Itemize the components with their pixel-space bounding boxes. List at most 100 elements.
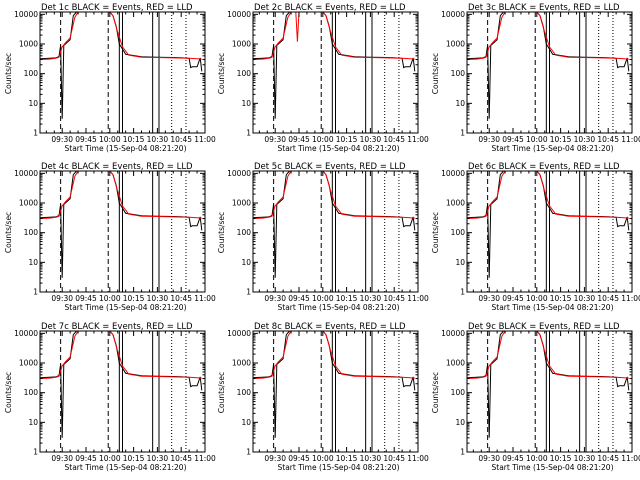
series-events-line [253, 331, 416, 438]
y-axis-label: Counts/sec [217, 372, 226, 413]
y-tick-label: 10 [241, 258, 251, 267]
x-tick-label: 09:45 [502, 454, 524, 463]
x-axis-label: Start Time (15-Sep-04 08:21:20) [278, 463, 400, 472]
plot-frame [252, 330, 419, 453]
annotation-lines [487, 12, 614, 133]
plot-frame [466, 11, 633, 134]
plot-frame [39, 330, 206, 453]
x-tick-label: 10:15 [550, 454, 572, 463]
x-tick-label: 10:30 [360, 135, 382, 144]
y-tick-label: 10000 [14, 329, 38, 338]
series-group [40, 331, 203, 438]
y-tick-label: 1 [33, 448, 38, 457]
panel-title: Det 7c BLACK = Events, RED = LLD [41, 322, 193, 332]
x-axis-label: Start Time (15-Sep-04 08:21:20) [492, 144, 614, 153]
y-tick-label: 100 [237, 69, 252, 78]
x-tick-label: 10:45 [170, 454, 192, 463]
y-tick-label: 10000 [14, 169, 38, 178]
x-tick-label: 10:15 [550, 135, 572, 144]
panel-title: Det 4c BLACK = Events, RED = LLD [41, 162, 193, 172]
x-tick-label: 11:00 [407, 454, 429, 463]
x-tick-label: 09:45 [502, 294, 524, 303]
x-tick-label: 10:30 [147, 454, 169, 463]
x-tick-label: 09:45 [288, 294, 310, 303]
y-axis-label: Counts/sec [4, 372, 13, 413]
x-tick-label: 10:00 [312, 454, 334, 463]
series-group [253, 331, 416, 438]
x-tick-label: 10:30 [574, 135, 596, 144]
panel-title: Det 8c BLACK = Events, RED = LLD [254, 322, 406, 332]
series-group [253, 171, 416, 278]
x-tick-label: 10:00 [99, 135, 121, 144]
y-tick-label: 100 [24, 228, 39, 237]
y-tick-label: 10 [455, 99, 465, 108]
series-events-line [40, 171, 203, 278]
y-tick-label: 100 [24, 69, 39, 78]
x-tick-label: 09:30 [478, 294, 500, 303]
series-lld-line [253, 12, 415, 60]
series-events-line [467, 331, 630, 438]
x-tick-label: 10:45 [383, 135, 405, 144]
x-tick-label: 11:00 [621, 294, 640, 303]
plot-frame [466, 330, 633, 453]
y-axis-label: Counts/sec [431, 212, 440, 253]
y-tick-label: 1 [246, 288, 251, 297]
y-axis-label: Counts/sec [4, 53, 13, 94]
y-tick-label: 100 [237, 228, 252, 237]
annotation-lines [60, 171, 187, 292]
x-tick-label: 10:45 [170, 294, 192, 303]
series-group [467, 331, 630, 438]
y-tick-label: 100 [451, 228, 466, 237]
x-tick-label: 11:00 [194, 454, 216, 463]
annotation-lines [60, 331, 187, 452]
x-tick-label: 10:15 [336, 294, 358, 303]
x-tick-label: 09:30 [478, 135, 500, 144]
series-lld-line [40, 331, 202, 379]
panel-det-6: Det 6c BLACK = Events, RED = LLD 1 10 100 10… [431, 162, 640, 312]
x-tick-label: 10:00 [99, 454, 121, 463]
y-tick-label: 100 [237, 388, 252, 397]
panel-det-7: Det 7c BLACK = Events, RED = LLD 1 10 100 10… [4, 322, 216, 472]
x-tick-label: 10:00 [526, 294, 548, 303]
series-lld-line [253, 171, 415, 219]
y-tick-label: 100 [451, 69, 466, 78]
x-tick-label: 10:00 [526, 454, 548, 463]
x-tick-label: 10:15 [123, 454, 145, 463]
y-tick-label: 10000 [441, 169, 465, 178]
y-axis-label: Counts/sec [4, 212, 13, 253]
y-tick-label: 100 [24, 388, 39, 397]
x-tick-label: 11:00 [621, 454, 640, 463]
y-tick-label: 1 [246, 448, 251, 457]
y-tick-label: 1000 [19, 359, 38, 368]
x-tick-label: 10:30 [360, 294, 382, 303]
x-tick-label: 10:00 [99, 294, 121, 303]
x-tick-label: 10:15 [123, 135, 145, 144]
y-tick-label: 1000 [446, 40, 465, 49]
series-events-line [40, 12, 203, 119]
annotation-lines [273, 331, 400, 452]
panel-title: Det 1c BLACK = Events, RED = LLD [41, 3, 193, 13]
panel-title: Det 6c BLACK = Events, RED = LLD [468, 162, 620, 172]
plot-frame [39, 11, 206, 134]
x-axis-label: Start Time (15-Sep-04 08:21:20) [65, 463, 187, 472]
series-group [40, 171, 203, 278]
panel-det-2: Det 2c BLACK = Events, RED = LLD 1 10 100 10… [217, 3, 429, 153]
plot-frame [252, 11, 419, 134]
x-tick-label: 10:45 [383, 294, 405, 303]
y-tick-label: 10000 [227, 169, 251, 178]
panel-det-1: Det 1c BLACK = Events, RED = LLD 1 10 100 10… [4, 3, 216, 153]
x-axis-label: Start Time (15-Sep-04 08:21:20) [492, 463, 614, 472]
y-tick-label: 1000 [19, 199, 38, 208]
x-tick-label: 09:30 [51, 454, 73, 463]
x-tick-label: 10:30 [147, 135, 169, 144]
panel-title: Det 2c BLACK = Events, RED = LLD [254, 3, 406, 13]
x-tick-label: 10:15 [336, 454, 358, 463]
y-tick-label: 1 [33, 288, 38, 297]
x-tick-label: 10:30 [147, 294, 169, 303]
x-tick-label: 09:45 [75, 294, 97, 303]
x-tick-label: 11:00 [194, 135, 216, 144]
x-tick-label: 09:30 [264, 294, 286, 303]
y-tick-label: 1 [460, 129, 465, 138]
y-axis-label: Counts/sec [217, 212, 226, 253]
x-axis-label: Start Time (15-Sep-04 08:21:20) [278, 144, 400, 153]
